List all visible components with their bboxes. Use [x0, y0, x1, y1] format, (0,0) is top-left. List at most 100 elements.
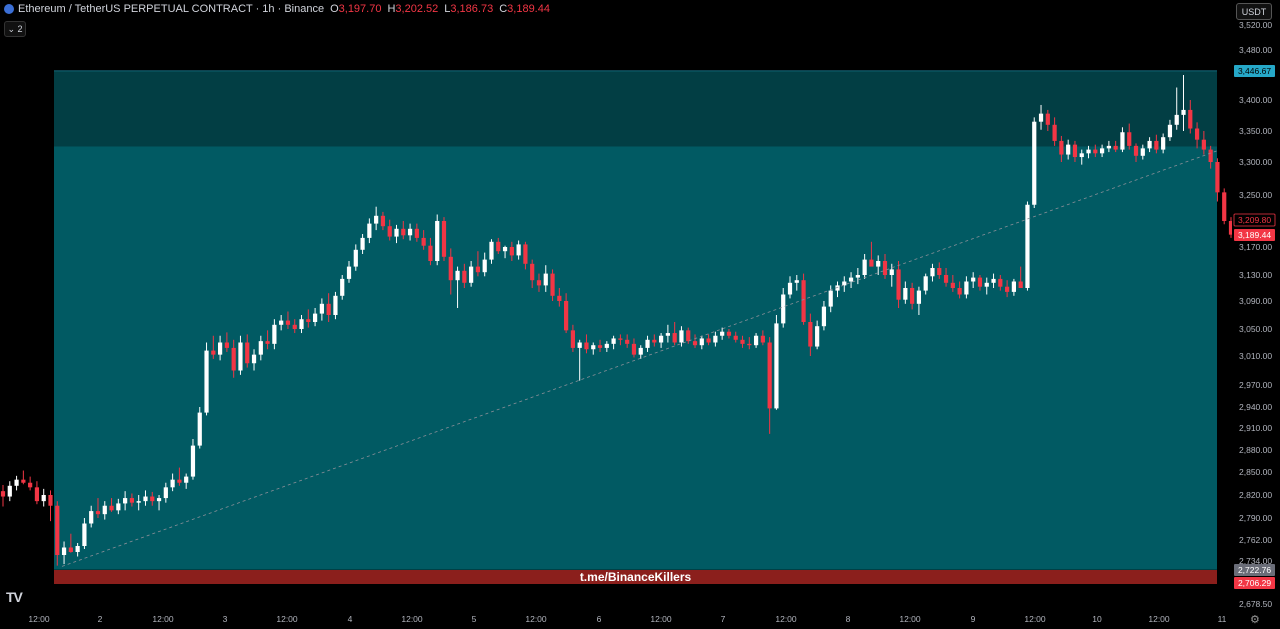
price-label-box	[1234, 229, 1275, 241]
price-label: 3,189.44	[1238, 230, 1271, 240]
y-tick-label: 3,090.00	[1239, 296, 1272, 306]
candle-body	[774, 323, 779, 409]
candle-body	[597, 345, 603, 348]
y-tick-label: 3,010.00	[1239, 351, 1272, 361]
candle-body	[733, 335, 738, 340]
candle-body	[496, 241, 501, 252]
x-tick-label: 12:00	[28, 614, 50, 624]
candle-body	[312, 313, 318, 322]
candle-body	[964, 281, 969, 295]
candle-body	[469, 266, 474, 283]
x-tick-label: 12:00	[1148, 614, 1170, 624]
candle-body	[353, 249, 358, 267]
candle-body	[143, 496, 148, 502]
candle-body	[1038, 113, 1044, 122]
candle-body	[102, 505, 107, 515]
candle-body	[21, 479, 26, 483]
candle-body	[1174, 114, 1179, 125]
y-tick-label: 3,480.00	[1239, 45, 1272, 55]
candle-body	[48, 495, 53, 506]
candle-body	[258, 341, 263, 355]
candle-body	[1228, 221, 1234, 235]
high-label: H	[387, 3, 396, 15]
candle-body	[82, 523, 87, 546]
open-value: 3,197.70	[338, 3, 382, 15]
candle-body	[224, 342, 229, 348]
candle-body	[28, 482, 33, 488]
candle-body	[815, 326, 820, 347]
price-label-box	[1234, 564, 1275, 576]
candle-body	[706, 338, 711, 343]
y-tick-label: 2,678.50	[1239, 599, 1272, 609]
candle-body	[591, 345, 596, 350]
price-axis	[1232, 0, 1280, 629]
candle-body	[699, 338, 704, 346]
currency-button[interactable]: USDT	[1236, 3, 1272, 20]
candle-body	[1133, 145, 1139, 156]
candle-body	[1113, 145, 1118, 150]
candle-body	[1099, 148, 1105, 154]
candle-body	[333, 295, 338, 315]
candle-body	[1032, 121, 1037, 205]
candle-body	[95, 511, 101, 515]
candle-body	[1140, 148, 1145, 156]
candle-body	[163, 487, 168, 499]
candle-body	[482, 259, 487, 273]
candle-body	[855, 275, 860, 278]
candle-body	[475, 266, 481, 273]
y-tick-label: 3,250.00	[1239, 190, 1272, 200]
candle-body	[543, 273, 548, 286]
candle-body	[509, 247, 514, 256]
close-value: 3,189.44	[507, 3, 550, 15]
candle-body	[889, 269, 894, 275]
candle-body	[720, 331, 725, 336]
y-tick-label: 3,350.00	[1239, 126, 1272, 136]
candle-body	[896, 269, 901, 300]
candle-body	[1025, 204, 1030, 288]
indicators-collapse-button[interactable]: ⌄ 2	[4, 21, 26, 37]
price-label-box	[1234, 65, 1275, 77]
x-tick-label: 8	[846, 614, 851, 624]
candle-body	[1045, 113, 1050, 125]
candle-body	[441, 221, 447, 257]
candle-body	[380, 215, 386, 227]
high-value: 3,202.52	[395, 3, 439, 15]
candle-body	[740, 339, 745, 344]
candle-body	[41, 495, 46, 502]
candle-body	[1005, 286, 1010, 292]
candle-body	[564, 301, 569, 331]
symbol-title[interactable]: Ethereum / TetherUS PERPETUAL CONTRACT ·…	[18, 3, 325, 15]
candle-body	[136, 501, 141, 503]
y-tick-label: 3,050.00	[1239, 324, 1272, 334]
candle-body	[1127, 132, 1132, 146]
y-tick-label: 2,940.00	[1239, 402, 1272, 412]
candle-body	[299, 319, 304, 329]
candle-body	[448, 256, 453, 281]
candle-body	[129, 498, 135, 503]
candle-body	[943, 275, 949, 283]
candle-body	[1011, 281, 1016, 292]
candle-body	[658, 335, 664, 343]
price-label: 3,446.67	[1238, 66, 1271, 76]
y-tick-label: 3,400.00	[1239, 95, 1272, 105]
candle-body	[1018, 281, 1023, 288]
candle-body	[767, 342, 772, 409]
tradingview-logo-icon[interactable]: TV	[6, 589, 23, 605]
candle-body	[116, 503, 121, 511]
gear-icon[interactable]: ⚙	[1250, 614, 1260, 626]
candle-body	[923, 276, 928, 291]
candle-body	[68, 547, 73, 552]
candle-body	[1215, 162, 1220, 193]
candle-body	[747, 343, 752, 346]
candle-body	[1079, 153, 1084, 158]
candle-body	[1154, 140, 1159, 150]
candle-body	[631, 343, 637, 355]
candle-body	[177, 479, 182, 483]
candle-body	[787, 282, 793, 295]
candle-body	[326, 303, 331, 315]
y-tick-label: 3,300.00	[1239, 157, 1272, 167]
candle-body	[957, 288, 962, 295]
candle-body	[910, 288, 915, 304]
